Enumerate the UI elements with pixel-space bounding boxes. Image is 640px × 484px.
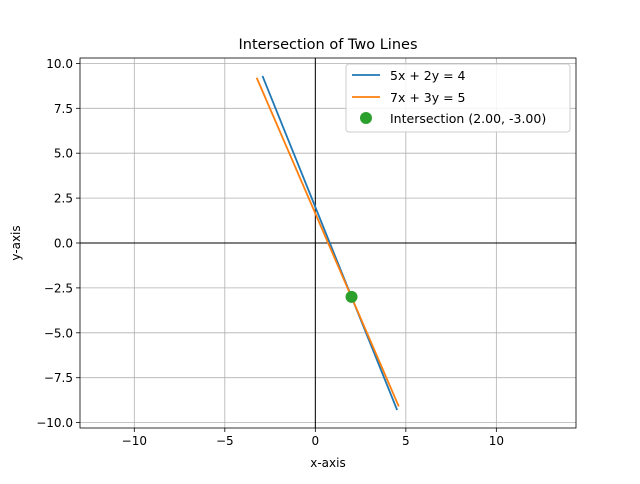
y-axis-label: y-axis	[9, 225, 23, 260]
tick-layer: −10 −5 0 5 10 −10.0 −7.5 −5.0 −2.5 0.0 2.5 5.0 7.5 10…	[36, 57, 504, 448]
legend-label-series-2: 7x + 3y = 5	[390, 90, 466, 105]
y-tick-label: −2.5	[44, 281, 73, 295]
y-tick-label: 5.0	[54, 147, 73, 161]
y-tick-label: −7.5	[44, 371, 73, 385]
legend-swatch-intersection	[360, 112, 372, 124]
series-line-2	[255, 77, 400, 407]
legend-box	[345, 63, 571, 133]
intersection-point	[345, 290, 358, 303]
x-axis-label: x-axis	[310, 456, 345, 470]
y-tick-label: 0.0	[54, 237, 73, 251]
legend-label-intersection: Intersection (2.00, -3.00)	[390, 111, 546, 126]
series-layer	[255, 75, 400, 411]
y-tick-label: 10.0	[46, 57, 73, 71]
x-tick-label: 5	[402, 434, 410, 448]
chart-title: Intersection of Two Lines	[238, 37, 417, 53]
marker-layer	[345, 290, 358, 303]
x-tick-label: −5	[216, 434, 234, 448]
series-line-1	[261, 75, 398, 411]
y-tick-label: −10.0	[36, 416, 73, 430]
y-tick-label: 2.5	[54, 192, 73, 206]
x-tick-label: −10	[122, 434, 147, 448]
legend-label-series-1: 5x + 2y = 4	[390, 68, 466, 83]
y-tick-label: −5.0	[44, 326, 73, 340]
legend: 5x + 2y = 4 7x + 3y = 5 Intersection (2.…	[345, 63, 571, 133]
x-tick-label: 10	[489, 434, 504, 448]
x-tick-label: 0	[312, 434, 320, 448]
y-tick-label: 7.5	[54, 102, 73, 116]
